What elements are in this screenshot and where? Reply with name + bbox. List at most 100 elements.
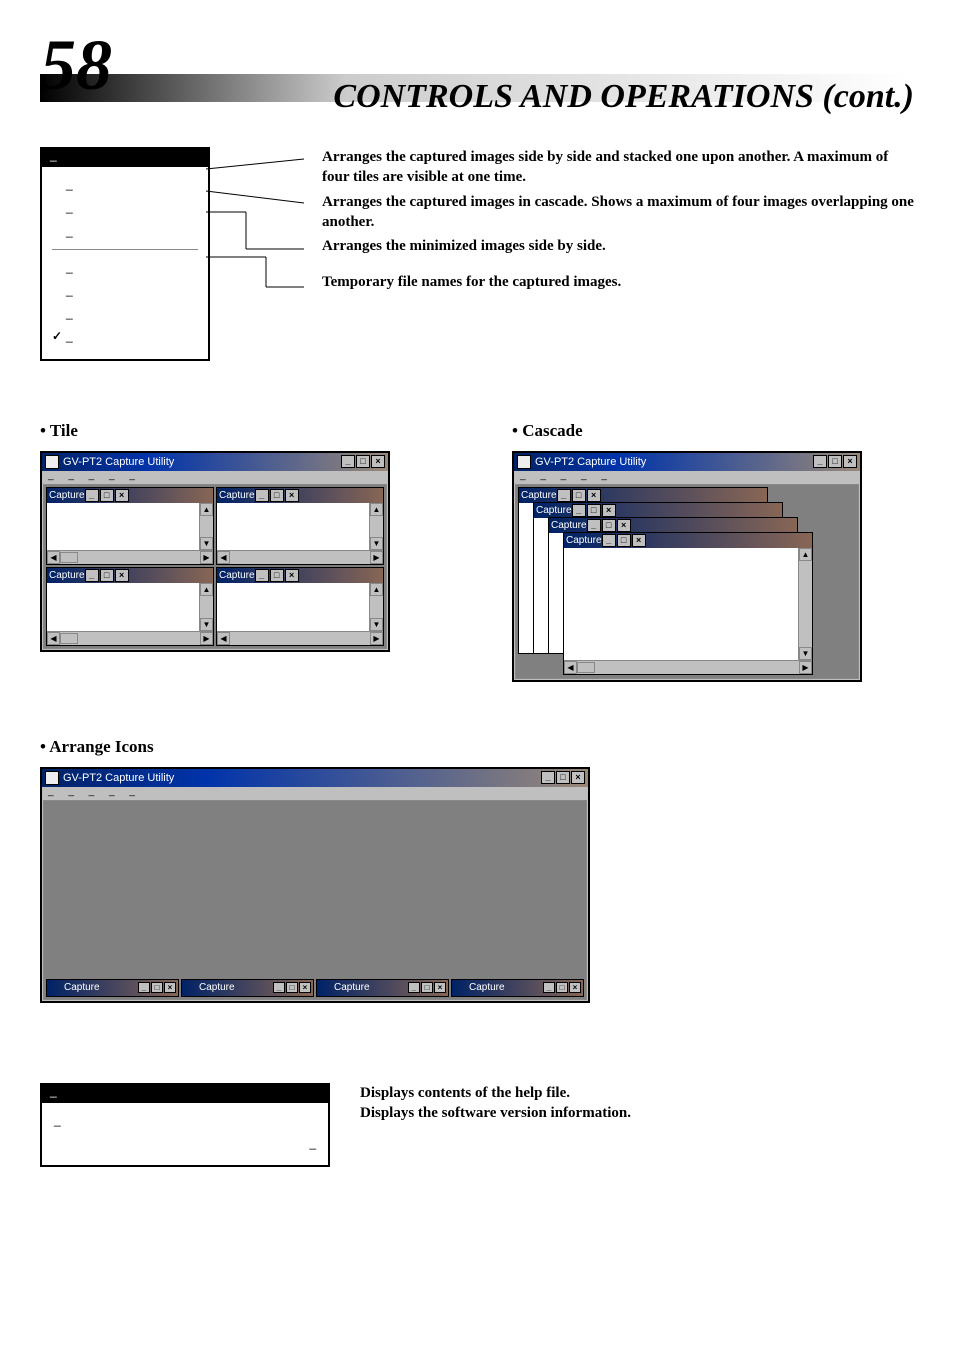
tile-titlebar[interactable]: GV-PT2 Capture Utility _ □ ×: [42, 453, 388, 471]
maximize-button[interactable]: □: [602, 519, 616, 532]
scroll-down-icon[interactable]: ▼: [200, 537, 213, 550]
maximize-button[interactable]: □: [421, 982, 433, 993]
cascade-child[interactable]: Capture_□× ▲▼ ◀▶: [563, 532, 813, 675]
scroll-down-icon[interactable]: ▼: [370, 618, 383, 631]
arrange-menubar[interactable]: _ _ _ _ _: [42, 787, 588, 799]
minimize-button[interactable]: _: [541, 771, 555, 784]
minimize-button[interactable]: _: [85, 569, 99, 582]
scroll-up-icon[interactable]: ▲: [370, 583, 383, 596]
minimized-window[interactable]: Capture_□×: [316, 979, 449, 997]
scroll-right-icon[interactable]: ▶: [370, 632, 383, 645]
hscrollbar[interactable]: ◀▶: [217, 631, 383, 645]
close-button[interactable]: ×: [602, 504, 616, 517]
close-button[interactable]: ×: [632, 534, 646, 547]
minimize-button[interactable]: _: [255, 569, 269, 582]
hscrollbar[interactable]: ◀▶: [564, 660, 812, 674]
arrange-titlebar[interactable]: GV-PT2 Capture Utility _ □ ×: [42, 769, 588, 787]
window-menu-file-1[interactable]: _: [52, 256, 198, 279]
minimize-button[interactable]: _: [557, 489, 571, 502]
maximize-button[interactable]: □: [270, 489, 284, 502]
scroll-left-icon[interactable]: ◀: [47, 632, 60, 645]
minimize-button[interactable]: _: [587, 519, 601, 532]
maximize-button[interactable]: □: [617, 534, 631, 547]
maximize-button[interactable]: □: [356, 455, 370, 468]
vscrollbar[interactable]: ▲▼: [798, 548, 812, 660]
minimize-button[interactable]: _: [85, 489, 99, 502]
minimize-button[interactable]: _: [813, 455, 827, 468]
close-button[interactable]: ×: [115, 569, 129, 582]
child-titlebar[interactable]: Capture _□×: [217, 568, 383, 583]
maximize-button[interactable]: □: [572, 489, 586, 502]
scroll-left-icon[interactable]: ◀: [564, 661, 577, 674]
scroll-thumb[interactable]: [60, 633, 78, 644]
maximize-button[interactable]: □: [151, 982, 163, 993]
tile-menubar[interactable]: _ _ _ _ _: [42, 471, 388, 483]
help-menu-item-contents[interactable]: _: [54, 1109, 316, 1132]
close-button[interactable]: ×: [299, 982, 311, 993]
child-titlebar[interactable]: Capture_□×: [534, 503, 782, 518]
window-menu-file-3[interactable]: _: [52, 302, 198, 325]
scroll-right-icon[interactable]: ▶: [799, 661, 812, 674]
scroll-down-icon[interactable]: ▼: [799, 647, 812, 660]
close-button[interactable]: ×: [164, 982, 176, 993]
restore-button[interactable]: _: [138, 982, 150, 993]
close-button[interactable]: ×: [571, 771, 585, 784]
close-button[interactable]: ×: [371, 455, 385, 468]
vscrollbar[interactable]: ▲▼: [369, 583, 383, 631]
cascade-menubar[interactable]: _ _ _ _ _: [514, 471, 860, 483]
tile-child[interactable]: Capture _□× ▲▼ ◀▶: [216, 567, 384, 646]
scroll-up-icon[interactable]: ▲: [370, 503, 383, 516]
child-titlebar[interactable]: Capture_□×: [564, 533, 812, 548]
maximize-button[interactable]: □: [100, 489, 114, 502]
minimize-button[interactable]: _: [572, 504, 586, 517]
scroll-up-icon[interactable]: ▲: [799, 548, 812, 561]
scroll-down-icon[interactable]: ▼: [200, 618, 213, 631]
hscrollbar[interactable]: ◀▶: [217, 550, 383, 564]
close-button[interactable]: ×: [285, 569, 299, 582]
scroll-left-icon[interactable]: ◀: [217, 551, 230, 564]
window-menu-item-tile[interactable]: _: [52, 173, 198, 196]
child-titlebar[interactable]: Capture_□×: [519, 488, 767, 503]
child-titlebar[interactable]: Capture _□×: [217, 488, 383, 503]
minimize-button[interactable]: _: [341, 455, 355, 468]
maximize-button[interactable]: □: [100, 569, 114, 582]
minimized-window[interactable]: Capture_□×: [46, 979, 179, 997]
vscrollbar[interactable]: ▲▼: [199, 503, 213, 551]
close-button[interactable]: ×: [434, 982, 446, 993]
restore-button[interactable]: _: [543, 982, 555, 993]
child-titlebar[interactable]: Capture_□×: [549, 518, 797, 533]
restore-button[interactable]: _: [408, 982, 420, 993]
cascade-titlebar[interactable]: GV-PT2 Capture Utility _ □ ×: [514, 453, 860, 471]
child-titlebar[interactable]: Capture _□×: [47, 568, 213, 583]
maximize-button[interactable]: □: [286, 982, 298, 993]
window-menu-file-4[interactable]: ✓_: [52, 325, 198, 348]
scroll-right-icon[interactable]: ▶: [200, 551, 213, 564]
close-button[interactable]: ×: [569, 982, 581, 993]
minimized-window[interactable]: Capture_□×: [181, 979, 314, 997]
scroll-down-icon[interactable]: ▼: [370, 537, 383, 550]
window-menu-file-2[interactable]: _: [52, 279, 198, 302]
maximize-button[interactable]: □: [556, 771, 570, 784]
close-button[interactable]: ×: [587, 489, 601, 502]
close-button[interactable]: ×: [617, 519, 631, 532]
close-button[interactable]: ×: [843, 455, 857, 468]
minimized-window[interactable]: Capture_□×: [451, 979, 584, 997]
minimize-button[interactable]: _: [255, 489, 269, 502]
restore-button[interactable]: _: [273, 982, 285, 993]
scroll-right-icon[interactable]: ▶: [370, 551, 383, 564]
close-button[interactable]: ×: [285, 489, 299, 502]
window-menu-item-cascade[interactable]: _: [52, 196, 198, 219]
scroll-thumb[interactable]: [577, 662, 595, 673]
maximize-button[interactable]: □: [556, 982, 568, 993]
vscrollbar[interactable]: ▲▼: [199, 583, 213, 631]
minimize-button[interactable]: _: [602, 534, 616, 547]
tile-child[interactable]: Capture _□× ▲▼ ◀▶: [46, 487, 214, 566]
hscrollbar[interactable]: ◀▶: [47, 550, 213, 564]
window-menu-item-arrange[interactable]: _: [52, 220, 198, 243]
scroll-left-icon[interactable]: ◀: [217, 632, 230, 645]
scroll-thumb[interactable]: [60, 552, 78, 563]
vscrollbar[interactable]: ▲▼: [369, 503, 383, 551]
help-menu-item-version[interactable]: _: [54, 1132, 316, 1155]
scroll-up-icon[interactable]: ▲: [200, 503, 213, 516]
hscrollbar[interactable]: ◀▶: [47, 631, 213, 645]
